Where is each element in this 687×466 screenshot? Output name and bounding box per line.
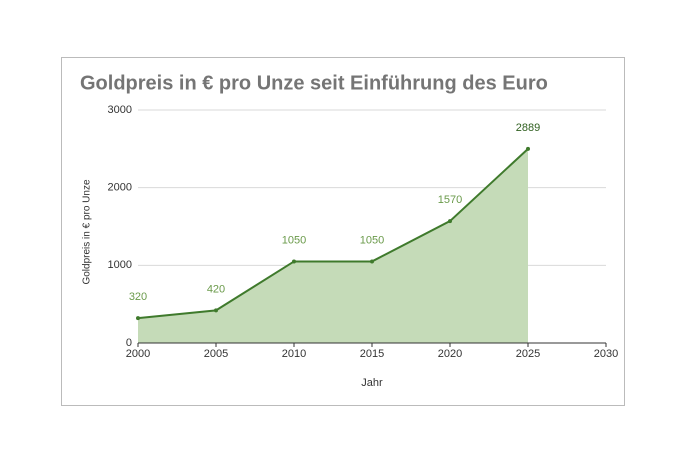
x-tick-label: 2030	[594, 348, 618, 360]
data-label: 1050	[282, 234, 306, 246]
x-tick-label: 2005	[204, 348, 228, 360]
point	[370, 259, 374, 264]
y-tick-label: 1000	[108, 259, 132, 271]
point	[214, 308, 218, 313]
annotation: 2889	[516, 122, 540, 134]
point	[526, 146, 530, 151]
y-tick-label: 0	[126, 337, 132, 349]
data-label: 320	[129, 291, 147, 303]
x-tick-label: 2020	[438, 348, 462, 360]
y-tick-label: 2000	[108, 182, 132, 194]
point	[292, 259, 296, 264]
line	[137, 148, 529, 320]
x-tick-label: 2015	[360, 348, 384, 360]
data-label: 1050	[360, 234, 384, 246]
area	[138, 148, 528, 343]
x-tick-label: 2010	[282, 348, 306, 360]
data-label: 420	[207, 283, 225, 295]
x-axis-label: Jahr	[361, 377, 383, 389]
chart-title: Goldpreis in € pro Unze seit Einführung …	[80, 72, 548, 94]
x-tick-label: 2000	[126, 348, 150, 360]
chart-frame	[61, 57, 625, 406]
y-tick-label: 3000	[108, 104, 132, 116]
point	[136, 316, 140, 321]
point	[448, 219, 452, 224]
y-axis-label: Goldpreis in € pro Unze	[82, 179, 93, 284]
x-tick-label: 2025	[516, 348, 540, 360]
data-label: 1570	[438, 194, 462, 206]
